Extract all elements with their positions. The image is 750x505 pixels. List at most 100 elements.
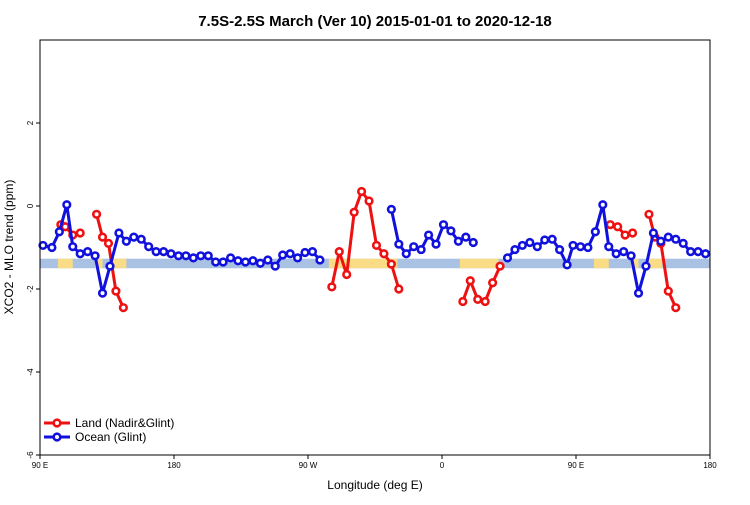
data-point <box>90 251 100 261</box>
data-point <box>605 220 615 230</box>
data-point <box>111 286 121 296</box>
x-tick-label: 90 E <box>568 461 584 470</box>
data-point <box>315 255 325 265</box>
data-point <box>371 240 382 251</box>
data-point <box>480 296 490 307</box>
data-point <box>203 251 213 261</box>
data-point <box>394 284 404 294</box>
data-point <box>285 249 295 259</box>
data-point <box>431 239 441 249</box>
data-point <box>575 242 586 252</box>
plot-frame <box>39 39 711 456</box>
data-point <box>386 204 396 214</box>
data-point <box>349 207 359 217</box>
band-land-segment <box>57 258 73 269</box>
data-point <box>473 294 483 304</box>
data-point <box>547 234 557 244</box>
data-point <box>401 249 411 259</box>
band-land-segment <box>328 258 398 269</box>
data-point <box>627 228 638 238</box>
data-point <box>502 253 513 263</box>
data-point <box>47 242 57 253</box>
data-point <box>644 209 654 219</box>
y-axis: 2 0 -2 -4 -6 <box>26 120 40 459</box>
data-point <box>97 288 108 298</box>
data-point <box>83 247 93 257</box>
data-point <box>648 228 659 238</box>
data-point <box>105 261 115 271</box>
data-point <box>568 240 578 251</box>
data-point <box>656 236 666 246</box>
legend: Land (Nadir&Glint)Ocean (Glint) <box>44 416 174 444</box>
legend-label: Ocean (Glint) <box>75 430 146 444</box>
data-point <box>598 200 608 210</box>
data-point <box>75 249 85 259</box>
data-point <box>118 303 128 313</box>
data-point <box>468 237 478 248</box>
data-point <box>151 247 161 257</box>
data-point <box>188 253 198 263</box>
data-point <box>211 257 221 267</box>
x-tick-label: 0 <box>440 461 445 470</box>
data-point <box>510 244 520 255</box>
y-tick-label: -6 <box>26 451 35 459</box>
data-point <box>263 255 273 265</box>
data-point <box>604 242 614 252</box>
reference-band <box>40 258 710 269</box>
data-point <box>671 234 681 244</box>
data-point <box>364 196 374 206</box>
data-point <box>38 240 48 251</box>
data-point <box>611 249 621 259</box>
data-point <box>379 249 389 259</box>
x-axis-label: Longitude (deg E) <box>327 478 422 492</box>
legend-marker <box>52 432 62 442</box>
data-point <box>327 282 337 292</box>
data-point <box>461 232 471 242</box>
data-point <box>641 261 651 271</box>
data-point <box>540 235 550 245</box>
data-point <box>416 244 426 255</box>
y-tick-label: -2 <box>26 285 35 293</box>
data-point <box>458 296 468 307</box>
data-point <box>144 242 154 252</box>
band-land-segment <box>111 258 127 269</box>
data-point <box>91 209 102 219</box>
y-tick-label: 2 <box>26 120 35 125</box>
data-point <box>255 258 265 268</box>
band-land-segment <box>647 258 663 269</box>
series-line <box>330 190 401 290</box>
data-point <box>225 253 236 263</box>
data-point <box>678 238 688 248</box>
data-point <box>62 200 72 210</box>
data-point <box>292 253 303 263</box>
data-point <box>446 226 456 236</box>
data-point <box>357 186 367 197</box>
data-point <box>166 249 176 259</box>
band-land-segment <box>95 258 103 269</box>
data-point <box>218 257 228 267</box>
data-point <box>613 222 623 232</box>
data-point <box>334 247 344 257</box>
series-ocean <box>38 200 711 298</box>
legend-marker <box>52 418 62 428</box>
data-point <box>517 240 528 251</box>
x-tick-label: 90 W <box>299 461 318 470</box>
data-point <box>300 247 310 258</box>
data-point <box>386 259 396 269</box>
data-point <box>626 251 636 261</box>
data-point <box>663 286 673 296</box>
band-land-segment <box>593 258 609 269</box>
data-point <box>394 239 404 249</box>
data-point <box>590 227 600 237</box>
y-axis-label: XCO2 - MLO trend (ppm) <box>2 180 16 315</box>
x-tick-label: 180 <box>703 461 717 470</box>
data-point <box>424 230 434 240</box>
data-point <box>233 256 243 266</box>
band-land-segment <box>459 258 499 269</box>
data-point <box>121 236 131 246</box>
data-point <box>342 269 352 280</box>
data-point <box>278 250 288 260</box>
data-point <box>270 261 280 271</box>
